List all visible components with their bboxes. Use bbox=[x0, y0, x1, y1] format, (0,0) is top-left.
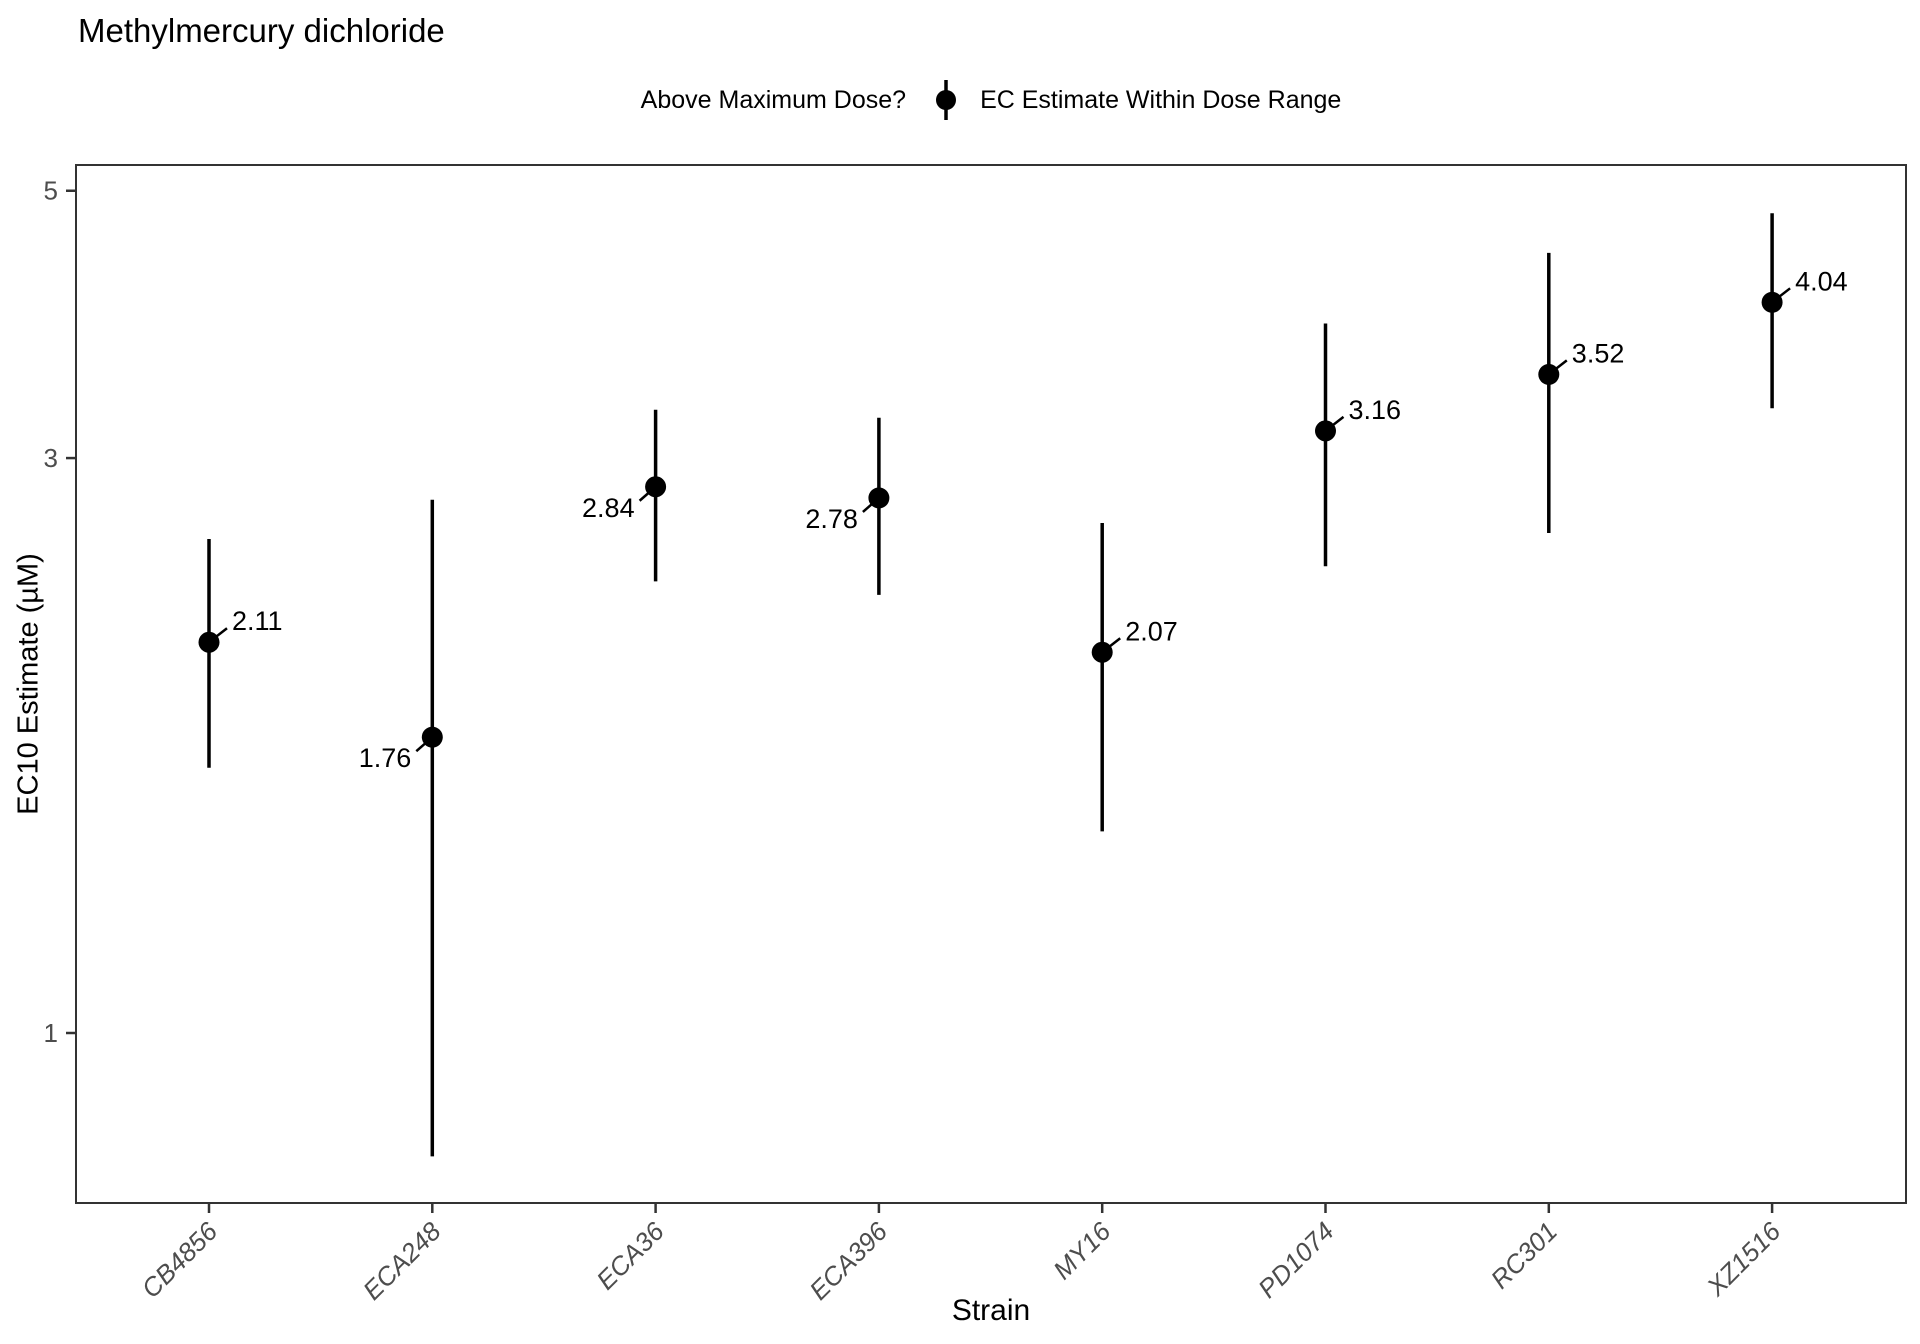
data-point-PD1074 bbox=[1315, 420, 1336, 442]
point-label-XZ1516: 4.04 bbox=[1795, 266, 1848, 296]
point-label-CB4856: 2.11 bbox=[232, 606, 283, 636]
point-label-MY16: 2.07 bbox=[1125, 616, 1178, 646]
x-tick-label: ECA36 bbox=[590, 1216, 670, 1296]
point-label-RC301: 3.52 bbox=[1572, 338, 1625, 368]
data-point-XZ1516 bbox=[1761, 291, 1783, 313]
x-tick-label: XZ1516 bbox=[1700, 1216, 1787, 1303]
panel-border bbox=[75, 164, 1907, 1204]
x-tick-label: PD1074 bbox=[1252, 1216, 1340, 1304]
legend-item-label: EC Estimate Within Dose Range bbox=[980, 85, 1342, 114]
point-label-PD1074: 3.16 bbox=[1349, 395, 1402, 425]
legend: Above Maximum Dose? EC Estimate Within D… bbox=[76, 74, 1906, 126]
x-tick-label: ECA396 bbox=[803, 1216, 893, 1306]
data-point-ECA248 bbox=[421, 726, 443, 748]
chart-title: Methylmercury dichloride bbox=[78, 12, 445, 49]
y-tick-label: 5 bbox=[44, 176, 58, 206]
data-point-ECA36 bbox=[645, 476, 667, 498]
pointrange-icon bbox=[936, 80, 957, 120]
point-label-ECA36: 2.84 bbox=[582, 493, 635, 523]
data-point-ECA396 bbox=[868, 487, 890, 509]
point-label-ECA396: 2.78 bbox=[805, 504, 858, 534]
legend-title: Above Maximum Dose? bbox=[640, 85, 907, 114]
data-point-MY16 bbox=[1091, 641, 1113, 663]
point-label-ECA248: 1.76 bbox=[359, 743, 412, 773]
x-tick-label: ECA248 bbox=[357, 1216, 447, 1306]
y-tick-label: 3 bbox=[44, 443, 58, 473]
y-tick-label: 1 bbox=[44, 1018, 58, 1048]
data-point-CB4856 bbox=[198, 631, 220, 653]
x-tick-label: MY16 bbox=[1047, 1216, 1117, 1286]
x-tick-label: CB4856 bbox=[136, 1216, 224, 1304]
x-axis-title: Strain bbox=[951, 1294, 1031, 1327]
x-tick-label: RC301 bbox=[1485, 1216, 1563, 1294]
data-point-RC301 bbox=[1538, 363, 1560, 385]
